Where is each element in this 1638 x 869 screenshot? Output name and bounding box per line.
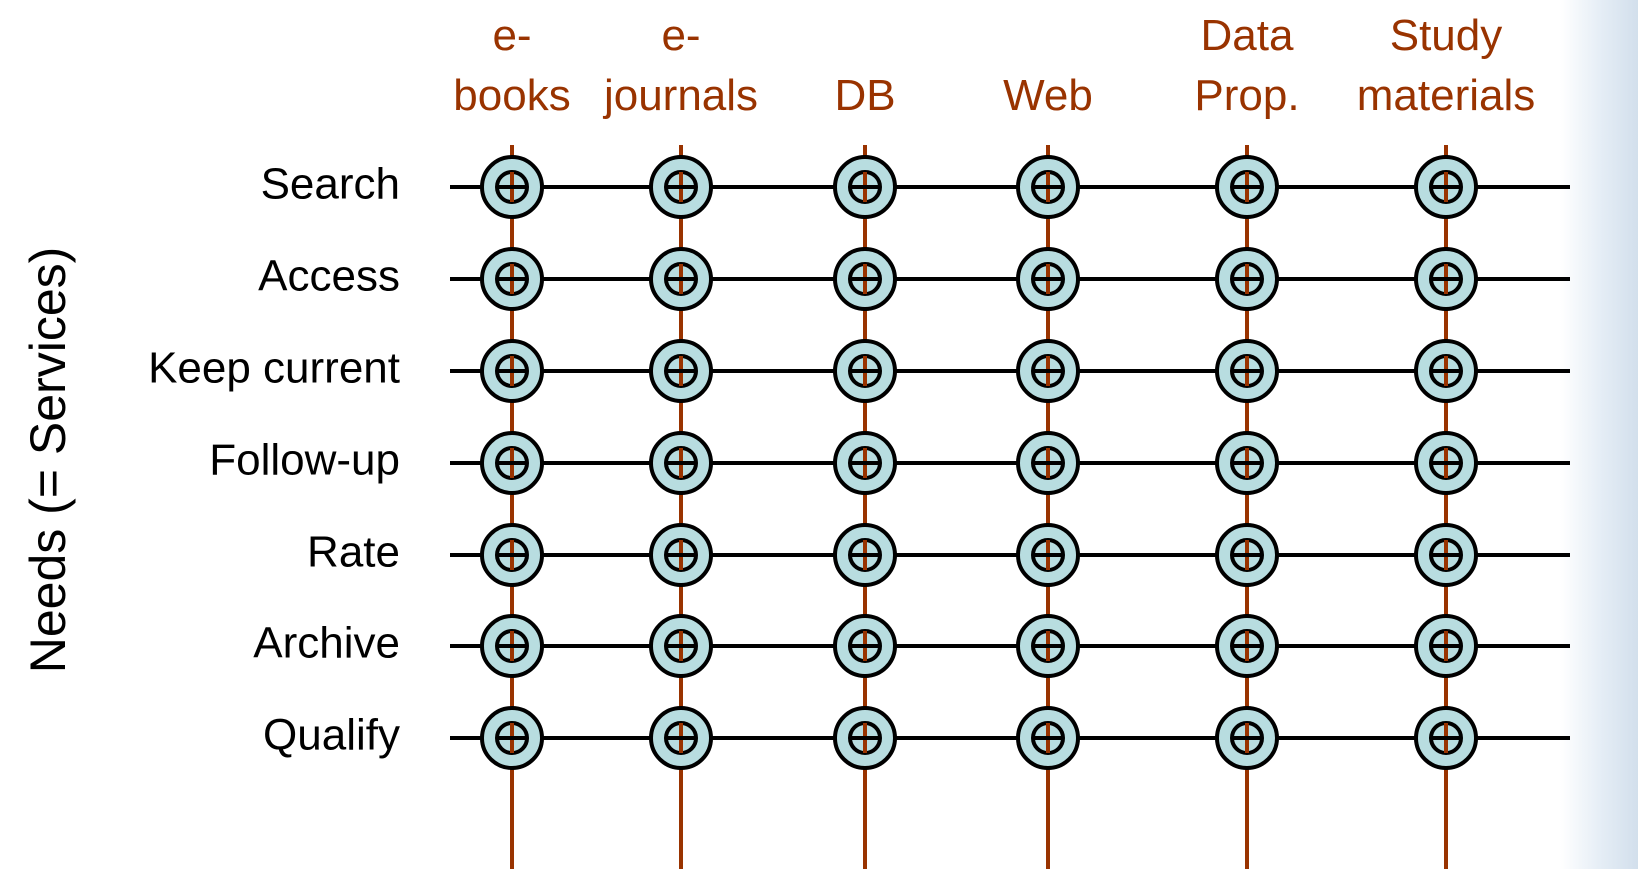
axis-label: Needs (= Services) <box>20 247 76 674</box>
column-label: Prop. <box>1194 71 1299 120</box>
column-label: e- <box>492 11 531 60</box>
column-label: Web <box>1003 71 1093 120</box>
row-label: Rate <box>307 528 400 577</box>
row-label: Search <box>261 160 400 209</box>
background-edge <box>1560 0 1638 869</box>
column-label: books <box>453 71 570 120</box>
column-label: Study <box>1390 11 1503 60</box>
row-label: Archive <box>253 619 400 668</box>
column-label: journals <box>602 71 758 120</box>
column-label: Data <box>1201 11 1294 60</box>
row-label: Access <box>258 252 400 301</box>
row-label: Follow-up <box>209 436 400 485</box>
row-label: Qualify <box>263 711 400 760</box>
row-label: Keep current <box>148 344 400 393</box>
column-label: materials <box>1357 71 1536 120</box>
column-label: DB <box>834 71 895 120</box>
column-label: e- <box>661 11 700 60</box>
